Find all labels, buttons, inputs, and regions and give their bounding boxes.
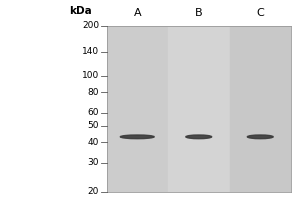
Ellipse shape: [247, 135, 273, 139]
Ellipse shape: [120, 135, 154, 139]
Text: 40: 40: [88, 138, 99, 147]
Text: 100: 100: [82, 71, 99, 80]
Text: C: C: [256, 8, 264, 18]
Bar: [168, 26, 230, 192]
Text: 50: 50: [88, 121, 99, 130]
Bar: [106, 26, 168, 192]
Text: 200: 200: [82, 21, 99, 30]
Bar: [230, 26, 291, 192]
Ellipse shape: [186, 135, 212, 139]
Text: 140: 140: [82, 47, 99, 56]
Text: 60: 60: [88, 108, 99, 117]
Text: 30: 30: [88, 158, 99, 167]
Text: 20: 20: [88, 188, 99, 196]
Text: 80: 80: [88, 88, 99, 97]
Text: kDa: kDa: [70, 6, 92, 16]
Text: A: A: [134, 8, 141, 18]
Text: B: B: [195, 8, 202, 18]
